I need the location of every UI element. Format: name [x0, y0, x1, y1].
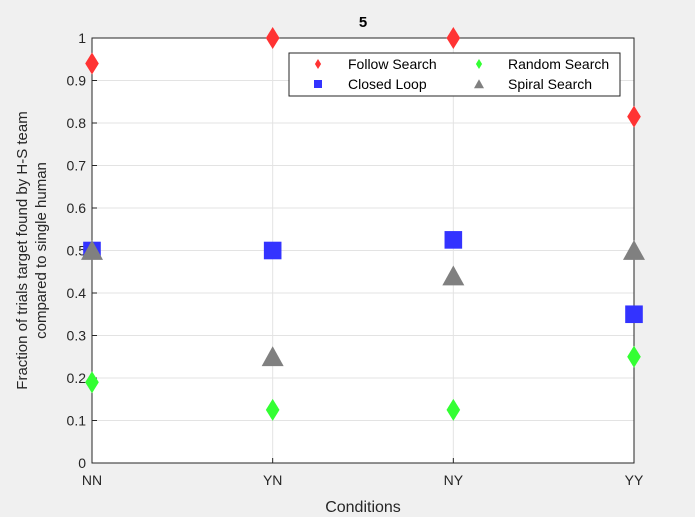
legend-marker — [314, 59, 322, 69]
y-tick-label: 0.2 — [67, 370, 87, 386]
data-markers — [81, 27, 645, 421]
y-tick-label: 1 — [78, 30, 86, 46]
data-point — [265, 398, 280, 421]
y-tick-label: 0.3 — [67, 328, 87, 344]
data-point — [85, 371, 99, 394]
x-tick-label: YY — [625, 472, 644, 488]
legend-label: Spiral Search — [508, 76, 592, 92]
data-point — [442, 265, 465, 286]
data-point — [265, 27, 280, 49]
x-tick-label: NY — [444, 472, 464, 488]
legend-label: Closed Loop — [348, 76, 427, 92]
legend-marker — [474, 79, 484, 89]
y-tick-label: 0.5 — [67, 243, 87, 259]
y-tick-label: 0.8 — [67, 115, 87, 131]
axis-ticks: 0 0.1 0.2 0.3 0.4 0.5 0.6 0.7 0.8 0.9 1 NN YN NY YY — [67, 30, 644, 488]
data-point — [446, 398, 461, 421]
data-point — [627, 345, 641, 368]
y-axis-label-line-1: Fraction of trials target found by H-S t… — [14, 111, 31, 389]
y-tick-label: 0.1 — [67, 413, 87, 429]
legend: Follow Search Random Search Closed Loop Spi… — [288, 52, 621, 97]
data-point — [627, 105, 641, 128]
y-tick-label: 0.4 — [67, 285, 87, 301]
y-axis-label-line-2: compared to single human — [33, 162, 50, 339]
series-spiral-search — [81, 240, 645, 367]
legend-label: Random Search — [508, 56, 609, 72]
legend-marker — [314, 80, 322, 88]
y-tick-label: 0 — [78, 455, 86, 471]
chart-title: 5 — [359, 14, 367, 31]
data-point — [81, 240, 103, 260]
y-tick-label: 0.7 — [67, 158, 87, 174]
x-tick-label: NN — [82, 472, 102, 488]
y-tick-label: 0.6 — [67, 200, 87, 216]
data-point — [446, 27, 461, 49]
data-point — [625, 305, 643, 324]
data-point — [261, 346, 284, 367]
data-point — [263, 241, 282, 260]
data-point — [85, 52, 99, 75]
legend-marker — [475, 59, 483, 69]
data-point — [444, 231, 463, 249]
series-random-search — [85, 345, 641, 421]
legend-box — [288, 52, 621, 97]
legend-label: Follow Search — [348, 56, 437, 72]
x-tick-label: YN — [263, 472, 282, 488]
data-point — [623, 240, 645, 260]
series-follow-search — [85, 27, 641, 128]
y-tick-label: 0.9 — [67, 73, 87, 89]
x-axis-label: Conditions — [325, 499, 401, 516]
